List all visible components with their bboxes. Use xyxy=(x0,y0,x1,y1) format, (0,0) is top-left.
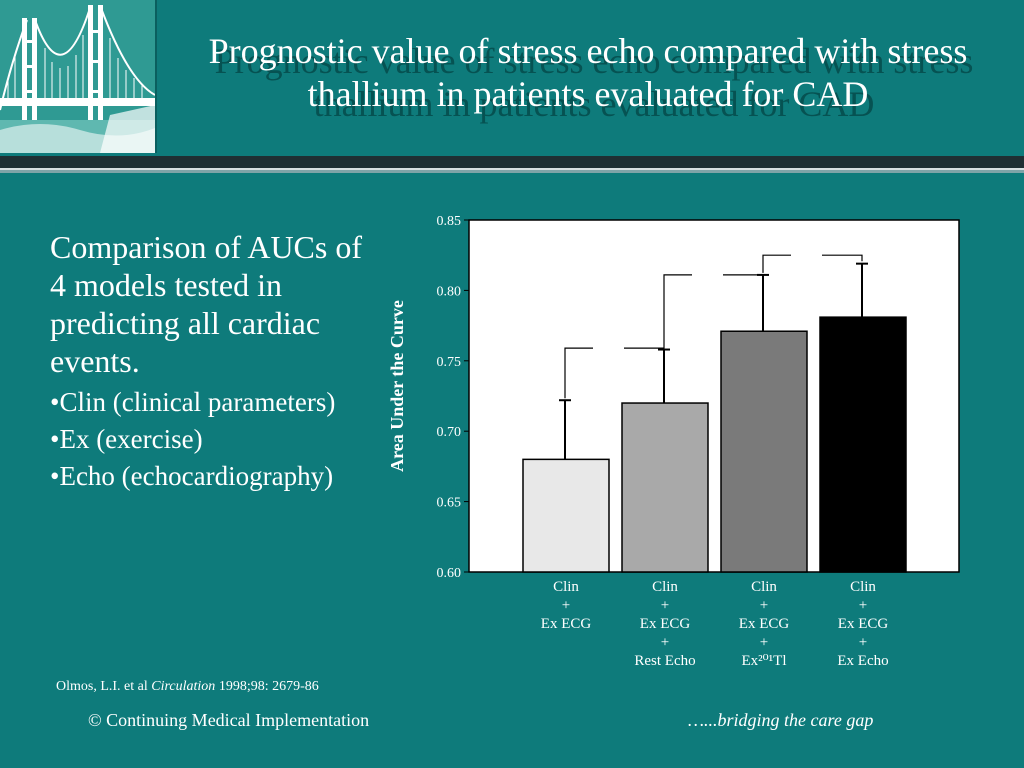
significance-bracket xyxy=(663,274,692,348)
x-category-label: Ex ECG xyxy=(739,616,790,632)
description-lead: Comparison of AUCs of 4 models tested in… xyxy=(50,229,362,379)
auc-bar-chart: 0.85 0.80 0.75 0.70 0.65 0.60 Area Under the C… xyxy=(387,214,960,669)
x-category-label: Ex ECG xyxy=(640,616,691,632)
bullet-clin: •Clin (clinical parameters) xyxy=(50,387,336,417)
bar xyxy=(621,402,709,573)
y-tick-label: 0.60 xyxy=(437,566,462,581)
description-panel: Comparison of AUCs of 4 models tested in… xyxy=(50,228,370,495)
x-category-label: Clin xyxy=(751,579,777,595)
y-tick-label: 0.75 xyxy=(437,355,462,370)
golden-gate-bridge-icon xyxy=(0,0,155,153)
x-category-label: Rest Echo xyxy=(634,653,695,669)
citation-journal: Circulation xyxy=(151,679,216,694)
x-category-label: Clin xyxy=(553,579,579,595)
x-category-label: + xyxy=(661,635,669,651)
bar xyxy=(522,458,610,573)
slide-title-text: Prognostic value of stress echo compared… xyxy=(208,31,968,115)
x-category-label: Clin xyxy=(850,579,876,595)
x-category-label: + xyxy=(760,598,768,614)
x-category-label: + xyxy=(859,598,867,614)
bullet-echo: •Echo (echocardiography) xyxy=(50,461,334,491)
x-category-label: + xyxy=(760,635,768,651)
footer-tagline: …...bridging the care gap xyxy=(688,710,874,730)
x-category-label: Ex²⁰¹Tl xyxy=(742,653,787,669)
logo xyxy=(0,0,157,155)
significance-bracket xyxy=(624,347,665,355)
x-category-label: Ex ECG xyxy=(838,616,889,632)
x-category-label: + xyxy=(859,635,867,651)
x-category-label: Ex Echo xyxy=(837,653,888,669)
x-category-label: + xyxy=(562,598,570,614)
bullet-ex: •Ex (exercise) xyxy=(50,424,203,454)
x-category-label: Ex ECG xyxy=(541,616,592,632)
title-divider xyxy=(0,153,1024,175)
significance-bracket xyxy=(762,254,791,273)
y-tick-label: 0.80 xyxy=(437,284,462,299)
y-tick-label: 0.85 xyxy=(437,214,462,229)
significance-bracket xyxy=(564,347,593,399)
bar xyxy=(819,316,907,573)
bar xyxy=(720,330,808,573)
x-category-label: + xyxy=(661,598,669,614)
slide-title-shadow: Prognostic value of stress echo compared… xyxy=(214,41,974,125)
footer-copyright: © Continuing Medical Implementation xyxy=(88,710,370,730)
citation: Olmos, L.I. et al Circulation 1998;98: 2… xyxy=(56,679,319,695)
x-category-label: Clin xyxy=(652,579,678,595)
significance-bracket xyxy=(822,254,863,262)
y-axis-label: Area Under the Curve xyxy=(387,300,407,472)
citation-ref: 1998;98: 2679-86 xyxy=(215,679,319,694)
citation-authors: Olmos, L.I. et al xyxy=(56,679,152,694)
slide-title: Prognostic value of stress echo compared… xyxy=(158,30,1018,124)
y-tick-label: 0.70 xyxy=(437,425,462,440)
y-tick-label: 0.65 xyxy=(437,496,462,511)
significance-bracket xyxy=(723,274,764,281)
